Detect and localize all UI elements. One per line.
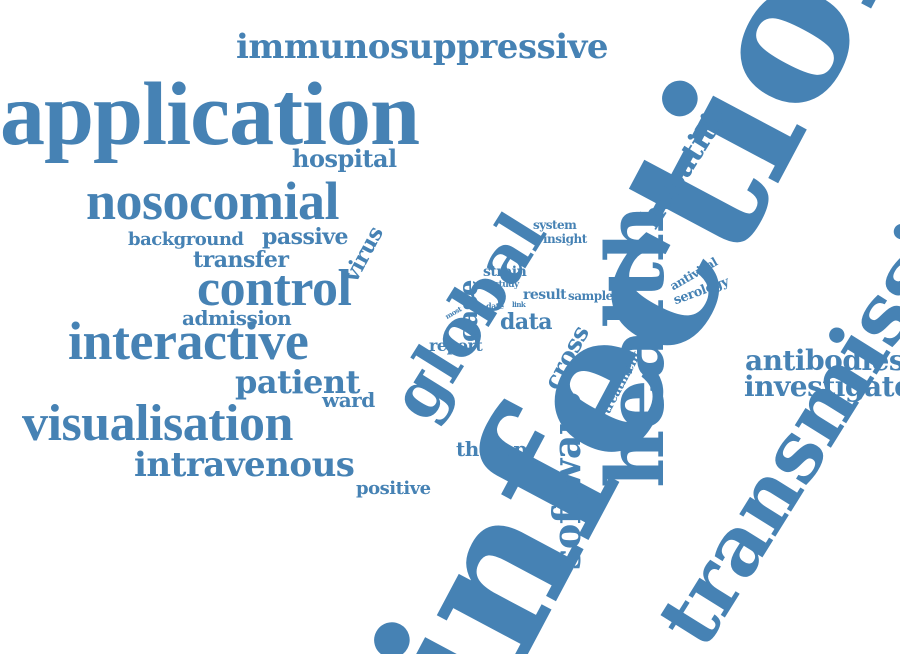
word-immunosuppressive: immunosuppressive <box>236 27 609 67</box>
word-intravenous: intravenous <box>134 445 355 485</box>
word-visualisation: visualisation <box>22 395 293 452</box>
word-health: health <box>588 204 682 488</box>
word-control: control <box>197 260 352 317</box>
word-interactive: interactive <box>68 311 309 371</box>
word-background: background <box>128 229 244 250</box>
word-transfer: transfer <box>193 247 289 273</box>
word-ward: ward <box>322 388 375 412</box>
word-date: date <box>486 301 504 311</box>
word-insight: insight <box>543 232 587 246</box>
word-system: system <box>533 218 577 232</box>
word-patient: patient <box>235 363 360 401</box>
word-hospital: hospital <box>292 144 397 173</box>
word-study: study <box>494 280 519 290</box>
word-report: report <box>429 336 483 355</box>
word-investigate: investigate <box>744 370 900 403</box>
word-therapy: therapy <box>456 437 539 461</box>
word-software: software <box>544 391 589 570</box>
word-sample: sample <box>568 289 613 303</box>
word-admission: admission <box>182 306 292 330</box>
word-link: link <box>512 300 526 309</box>
word-antibodies: antibodies <box>745 344 900 377</box>
word-passive: passive <box>262 224 349 250</box>
word-result: result <box>523 287 567 303</box>
word-application: application <box>0 65 420 164</box>
word-data: data <box>500 309 553 335</box>
word-nosocomial: nosocomial <box>86 171 340 231</box>
word-positive: positive <box>356 478 431 499</box>
word-strain: strain <box>483 264 527 280</box>
